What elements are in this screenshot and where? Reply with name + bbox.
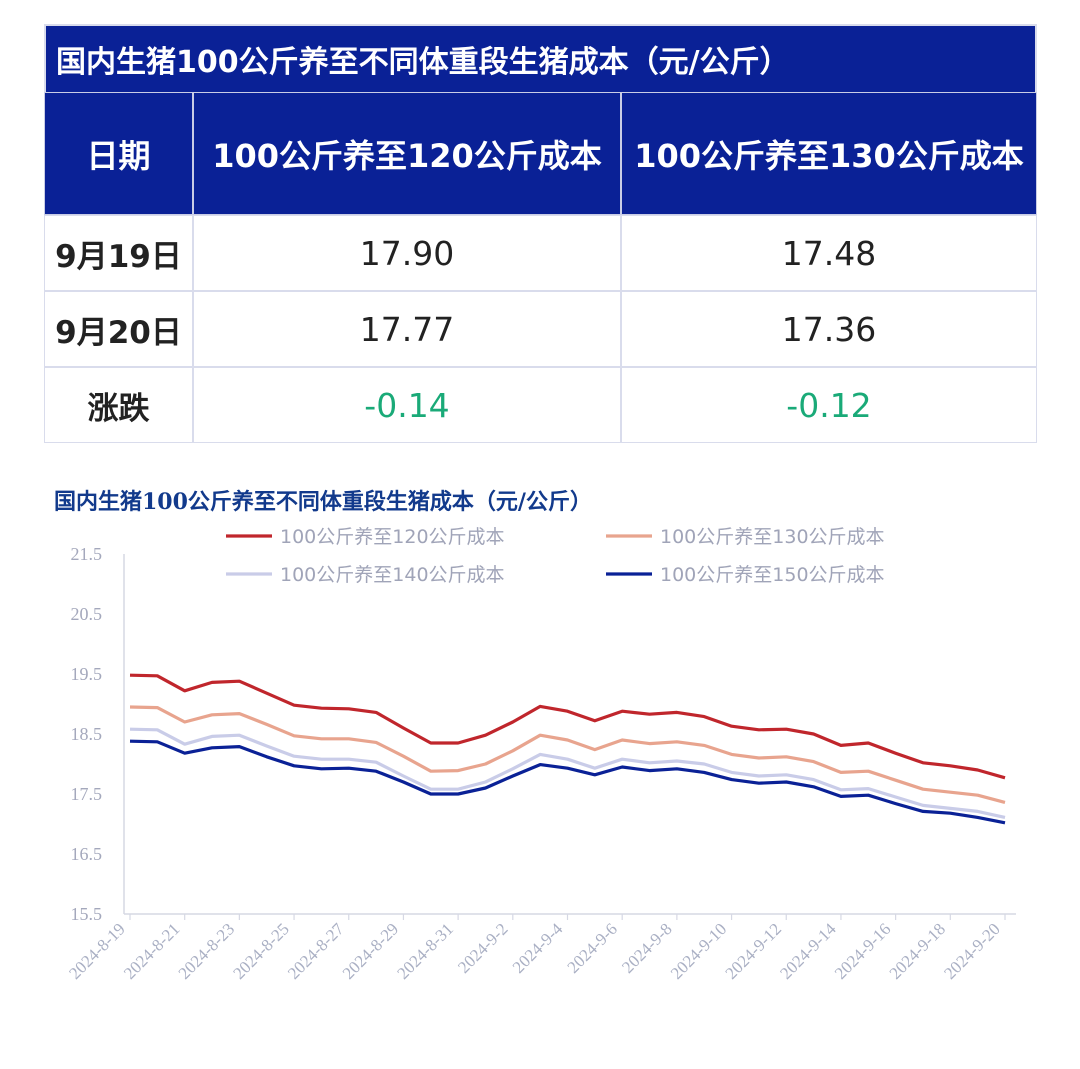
- header-cost-130: 100公斤养至130公斤成本: [621, 92, 1037, 215]
- x-tick-label: 2024-9-16: [831, 919, 895, 983]
- chart-canvas: 15.516.517.518.519.520.521.52024-8-19202…: [65, 526, 1016, 983]
- x-tick-label: 2024-9-4: [509, 919, 567, 977]
- y-tick-label: 16.5: [71, 844, 103, 864]
- y-tick-label: 21.5: [71, 544, 103, 564]
- y-tick-label: 20.5: [71, 604, 103, 624]
- series-line-3: [129, 727, 1006, 819]
- cell-sep20-cost-120: 17.77: [193, 291, 621, 367]
- legend-label-1: 100公斤养至120公斤成本: [280, 526, 505, 548]
- header-cost-120: 100公斤养至120公斤成本: [193, 92, 621, 215]
- row-label-change: 涨跌: [44, 367, 193, 443]
- cost-table: 国内生猪100公斤养至不同体重段生猪成本（元/公斤） 日期 100公斤养至120…: [44, 24, 1037, 443]
- x-tick-label: 2024-9-14: [776, 919, 840, 983]
- x-tick-label: 2024-9-2: [454, 919, 512, 977]
- x-tick-label: 2024-9-6: [564, 919, 622, 977]
- cell-change-cost-130: -0.12: [621, 367, 1037, 443]
- x-tick-label: 2024-8-21: [120, 919, 184, 983]
- series-line-4: [129, 739, 1006, 825]
- y-tick-label: 17.5: [71, 784, 103, 804]
- legend-label-3: 100公斤养至140公斤成本: [280, 564, 505, 586]
- row-label-sep20: 9月20日: [44, 291, 193, 367]
- cell-sep19-cost-120: 17.90: [193, 215, 621, 291]
- legend-label-2: 100公斤养至130公斤成本: [660, 526, 885, 548]
- cell-change-cost-120: -0.14: [193, 367, 621, 443]
- header-date: 日期: [44, 92, 193, 215]
- y-tick-label: 19.5: [71, 664, 103, 684]
- y-tick-label: 15.5: [71, 904, 103, 924]
- series-line-1: [129, 673, 1006, 780]
- y-tick-label: 18.5: [71, 724, 103, 744]
- x-tick-label: 2024-8-31: [393, 919, 457, 983]
- x-tick-label: 2024-8-23: [175, 919, 239, 983]
- x-tick-label: 2024-8-29: [339, 919, 403, 983]
- x-tick-label: 2024-9-18: [886, 919, 950, 983]
- row-label-sep19: 9月19日: [44, 215, 193, 291]
- legend-label-4: 100公斤养至150公斤成本: [660, 564, 885, 586]
- x-tick-label: 2024-9-12: [722, 919, 786, 983]
- series-line-2: [129, 705, 1006, 804]
- x-tick-label: 2024-8-25: [229, 919, 293, 983]
- cost-line-chart: 国内生猪100公斤养至不同体重段生猪成本（元/公斤） 15.5 16.5 17.5 1…: [0, 470, 1080, 1030]
- x-tick-label: 2024-8-19: [65, 919, 129, 983]
- table-title: 国内生猪100公斤养至不同体重段生猪成本（元/公斤）: [44, 24, 1037, 92]
- chart-title: 国内生猪100公斤养至不同体重段生猪成本（元/公斤）: [54, 489, 592, 515]
- x-tick-label: 2024-8-27: [284, 919, 348, 983]
- x-tick-label: 2024-9-10: [667, 919, 731, 983]
- x-tick-label: 2024-9-20: [940, 919, 1004, 983]
- table-grid: 日期 100公斤养至120公斤成本 100公斤养至130公斤成本 9月19日 1…: [44, 92, 1037, 443]
- cell-sep19-cost-130: 17.48: [621, 215, 1037, 291]
- cell-sep20-cost-130: 17.36: [621, 291, 1037, 367]
